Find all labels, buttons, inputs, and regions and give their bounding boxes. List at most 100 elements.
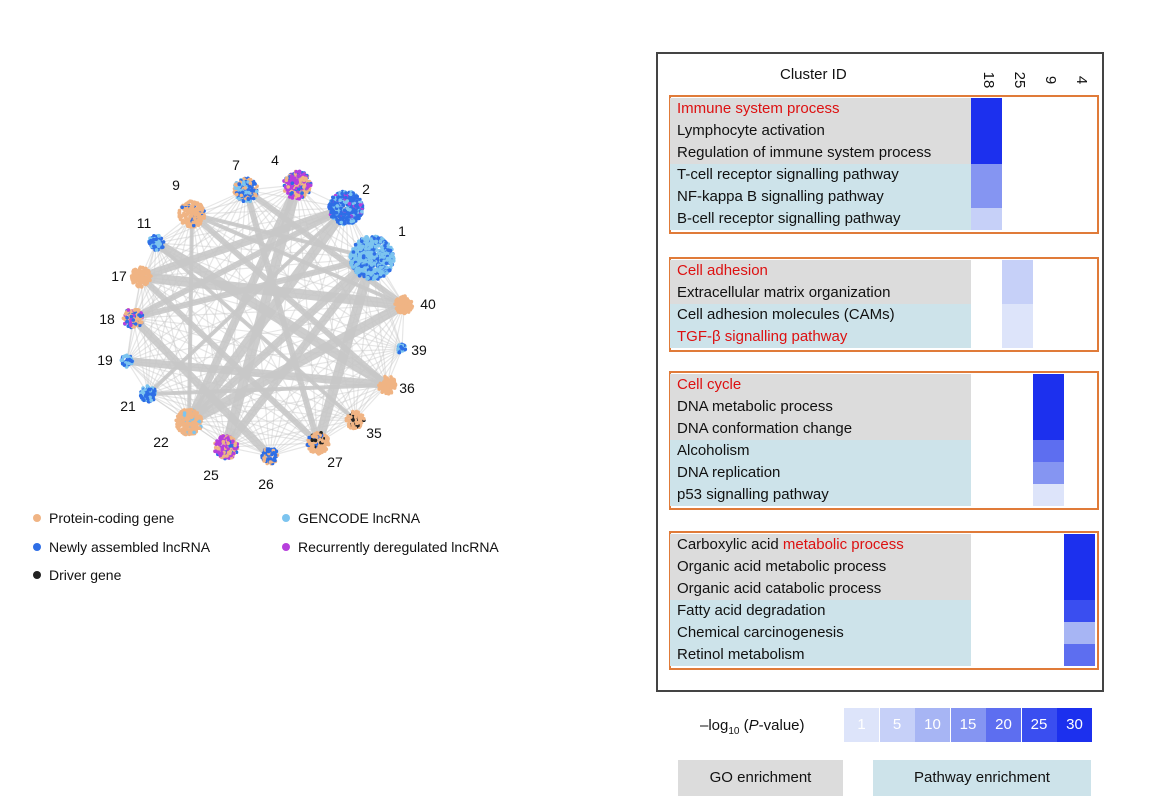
- gene-dot: [381, 381, 386, 385]
- gene-dot: [177, 412, 182, 417]
- gene-dot: [194, 414, 199, 419]
- gene-dot: [147, 387, 152, 392]
- gene-dot: [351, 265, 356, 269]
- enrichment-term-row: Regulation of immune system process: [670, 142, 971, 164]
- gene-dot: [325, 436, 329, 441]
- cluster-node-25: [213, 434, 240, 461]
- gene-dot: [186, 222, 190, 227]
- gene-dot: [353, 246, 358, 250]
- gene-dot: [230, 436, 234, 441]
- gene-dot: [380, 252, 385, 257]
- term-label: Cell cycle: [677, 376, 742, 393]
- gene-dot: [344, 195, 348, 200]
- gene-dot: [222, 454, 227, 458]
- gene-dot: [363, 237, 367, 241]
- gene-dot: [142, 272, 146, 277]
- gene-dot: [330, 199, 334, 203]
- driver-gene-dot: [33, 571, 41, 579]
- gene-dot: [198, 204, 202, 209]
- gene-dot: [286, 185, 291, 189]
- gene-dot: [185, 425, 190, 429]
- network-edge: [132, 317, 227, 448]
- legend-newly-assembled: Newly assembled lncRNA: [33, 539, 210, 555]
- heatmap-cell: [1064, 578, 1095, 600]
- term-label: Alcoholism: [677, 442, 750, 459]
- heatmap-cell: [1064, 556, 1095, 578]
- cluster-label-21: 21: [120, 398, 136, 414]
- gene-dot: [235, 192, 239, 197]
- gene-dot: [297, 187, 301, 192]
- gene-dot: [380, 389, 385, 393]
- cluster-node-9: [177, 199, 207, 229]
- protein-coding-dot: [33, 514, 41, 522]
- gene-dot: [294, 169, 299, 174]
- gene-dot: [290, 191, 294, 195]
- enrichment-term-row: Immune system process: [670, 98, 971, 120]
- gene-dot: [388, 260, 392, 265]
- network-edge: [140, 184, 298, 278]
- gene-dot: [270, 452, 274, 457]
- gene-dot: [406, 310, 411, 314]
- gene-dot: [318, 446, 323, 450]
- gene-dot: [361, 255, 366, 260]
- gene-dot: [183, 424, 187, 429]
- gene-dot: [154, 248, 159, 252]
- gene-dot: [220, 446, 225, 450]
- network-edge: [132, 317, 403, 350]
- gene-dot: [354, 409, 359, 414]
- cluster-label-19: 19: [97, 352, 113, 368]
- cluster-label-4: 4: [271, 152, 279, 168]
- cluster-label-7: 7: [232, 157, 240, 173]
- cluster-label-36: 36: [399, 380, 415, 396]
- gene-dot: [349, 219, 354, 224]
- network-edge: [225, 419, 356, 448]
- enrichment-term-row: NF-kappa B signalling pathway: [670, 186, 971, 208]
- gene-dot: [360, 239, 364, 244]
- gene-dot: [180, 427, 184, 432]
- scale-step: 20: [986, 708, 1021, 742]
- gene-dot: [323, 433, 327, 438]
- heatmap-cell: [1033, 418, 1064, 440]
- cluster-node-35: [344, 409, 366, 431]
- gene-dot: [198, 207, 202, 212]
- gene-dot: [336, 195, 340, 200]
- gene-dot: [345, 199, 350, 203]
- gene-dot: [189, 415, 194, 420]
- cluster-label-9: 9: [172, 177, 180, 193]
- gene-dot: [289, 174, 294, 178]
- heatmap-cell: [1064, 534, 1095, 556]
- gene-dot: [397, 350, 402, 355]
- network-edge: [296, 184, 405, 306]
- gene-dot: [268, 460, 273, 464]
- network-edge: [147, 393, 271, 457]
- term-label: Retinol metabolism: [677, 646, 805, 663]
- gene-dot: [129, 314, 134, 319]
- cluster-node-27: [305, 431, 331, 456]
- gene-dot: [250, 186, 254, 190]
- gene-dot: [306, 182, 310, 187]
- gene-dot: [378, 265, 383, 270]
- network-edge: [132, 317, 190, 423]
- heatmap-cell: [1002, 304, 1033, 326]
- gene-dot: [348, 192, 353, 197]
- gene-dot: [328, 202, 332, 206]
- gene-dot: [369, 267, 373, 272]
- gene-dot: [129, 358, 133, 363]
- cluster-node-19: [119, 353, 135, 369]
- gene-dot: [360, 210, 364, 214]
- network-edge-strong: [221, 183, 302, 449]
- gene-dot: [139, 281, 143, 285]
- gene-dot: [305, 186, 309, 190]
- gene-dot: [241, 199, 246, 203]
- network-edge: [132, 317, 149, 395]
- gene-dot: [213, 449, 217, 454]
- gene-dot: [139, 271, 143, 275]
- gene-dot: [330, 202, 335, 207]
- gene-dot: [353, 415, 358, 419]
- cluster-label-26: 26: [258, 476, 274, 492]
- network-edge: [147, 242, 157, 395]
- cluster-node-26: [260, 447, 280, 466]
- scale-step: 1: [844, 708, 879, 742]
- enrichment-term-row: B-cell receptor signalling pathway: [670, 208, 971, 230]
- enrichment-term-row: TGF-β signalling pathway: [670, 326, 971, 348]
